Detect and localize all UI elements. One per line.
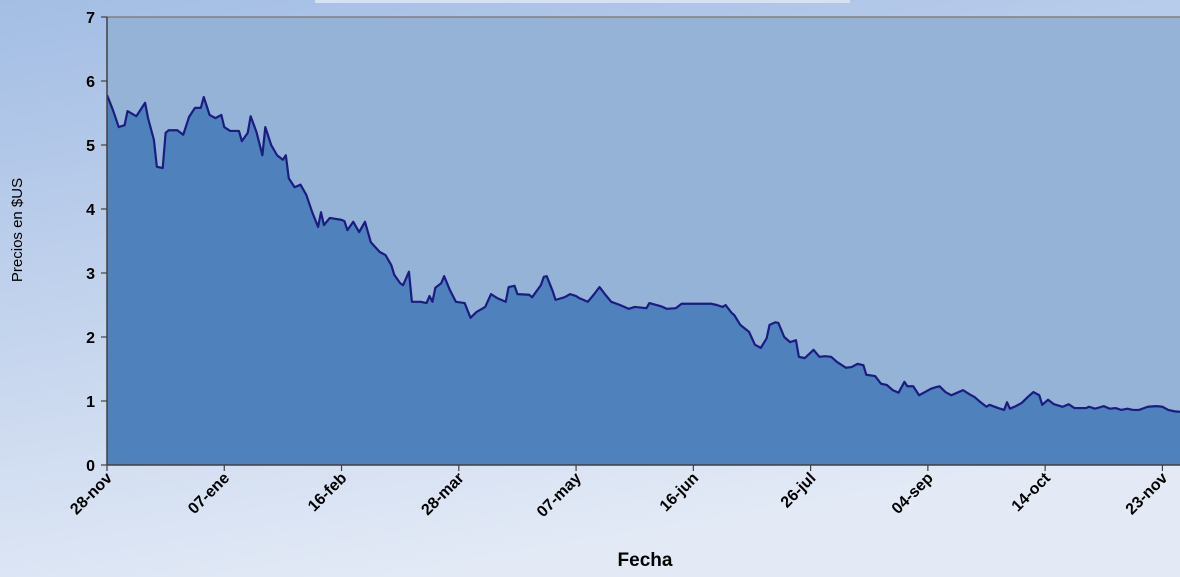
y-tick-label: 7: [86, 10, 95, 27]
y-tick-label: 3: [86, 266, 95, 283]
y-tick-label: 6: [86, 74, 95, 91]
title-strip: [315, 0, 850, 3]
y-tick-label: 4: [86, 202, 95, 219]
area-fill: [107, 95, 1180, 465]
plot: [107, 94, 1180, 465]
y-axis-title: Precios en $US: [9, 178, 26, 282]
x-axis-title: Fecha: [618, 550, 673, 571]
y-tick-label: 0: [86, 458, 95, 475]
y-tick-label: 1: [86, 394, 95, 411]
y-tick-label: 2: [86, 330, 95, 347]
line: [107, 94, 1180, 413]
y-tick-label: 5: [86, 138, 95, 155]
